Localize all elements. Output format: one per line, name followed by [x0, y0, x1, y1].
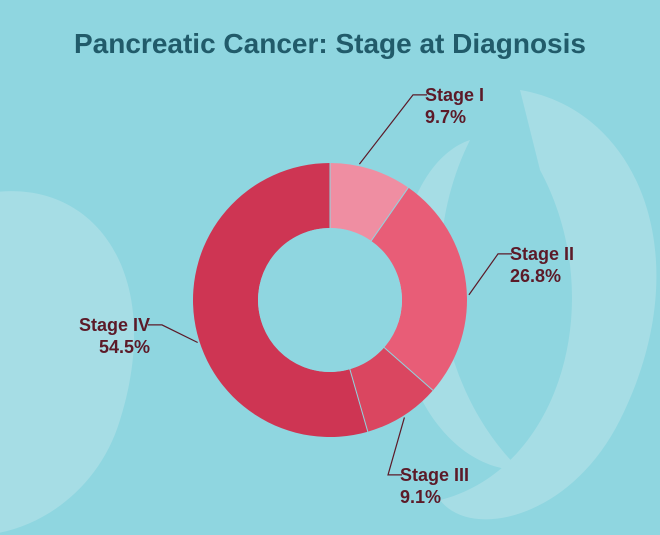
label-name: Stage II	[510, 244, 574, 266]
label-s2: Stage II26.8%	[510, 244, 574, 287]
label-percent: 9.1%	[400, 487, 469, 509]
label-name: Stage I	[425, 85, 484, 107]
label-s3: Stage III9.1%	[400, 465, 469, 508]
leader-s1	[359, 95, 427, 164]
label-s4: Stage IV54.5%	[79, 315, 150, 358]
label-percent: 54.5%	[79, 337, 150, 359]
donut-chart: Stage I9.7%Stage II26.8%Stage III9.1%Sta…	[0, 0, 660, 535]
label-s1: Stage I9.7%	[425, 85, 484, 128]
leader-s4	[148, 325, 198, 343]
label-name: Stage IV	[79, 315, 150, 337]
label-percent: 9.7%	[425, 107, 484, 129]
leader-s2	[469, 254, 512, 295]
label-name: Stage III	[400, 465, 469, 487]
label-percent: 26.8%	[510, 266, 574, 288]
